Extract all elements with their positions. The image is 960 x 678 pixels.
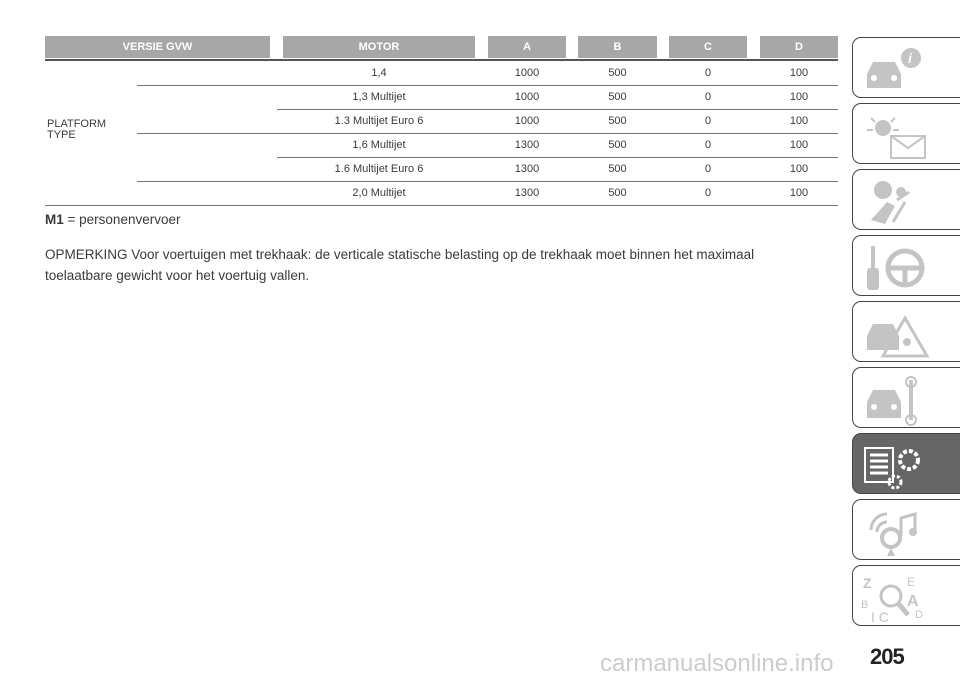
key-steering-wheel-icon [867, 246, 925, 290]
cell-c: 0 [704, 187, 712, 199]
airbag-seat-icon [871, 181, 910, 224]
cell-a: 1000 [514, 67, 540, 79]
cell-d: 100 [789, 163, 809, 175]
index-search-icon: Z E B A I C D [861, 575, 923, 624]
cell-motor: 1.6 Multijet Euro 6 [334, 163, 424, 175]
cell-c: 0 [704, 139, 712, 151]
header-d: D [760, 36, 838, 58]
sidebar-tab-specs-gears[interactable] [852, 433, 960, 494]
cell-b: 500 [608, 187, 627, 199]
header-versie-gvw: VERSIE GVW [45, 36, 270, 58]
cell-d: 100 [789, 67, 809, 79]
header-motor: MOTOR [283, 36, 475, 58]
cell-motor: 1,6 Multijet [352, 139, 406, 151]
header-c: C [669, 36, 747, 58]
svg-text:I C: I C [871, 609, 889, 624]
header-a: A [488, 36, 566, 58]
cell-c: 0 [704, 67, 712, 79]
sidebar-tab-warning-light-message[interactable] [852, 103, 960, 164]
sidebar-tab-key-steering-wheel[interactable] [852, 235, 960, 296]
row-divider [137, 181, 838, 182]
cell-b: 500 [608, 139, 627, 151]
sidebar-tab-car-info[interactable]: i [852, 37, 960, 98]
legend-definition: = personenvervoer [67, 212, 181, 227]
legend-line: M1 = personenvervoer [45, 212, 180, 227]
row-divider [277, 157, 838, 158]
row-divider [137, 133, 838, 134]
cell-motor: 1.3 Multijet Euro 6 [334, 115, 424, 127]
page-number: 205 [870, 644, 905, 669]
header-b: B [578, 36, 657, 58]
cell-a: 1000 [514, 91, 540, 103]
cell-c: 0 [704, 91, 712, 103]
legend-term: M1 [45, 212, 64, 227]
sidebar-tab-multimedia[interactable] [852, 499, 960, 560]
cell-motor: 1,4 [371, 67, 387, 79]
svg-text:i: i [908, 50, 913, 66]
watermark: carmanualsonline.info [600, 650, 834, 677]
svg-text:E: E [907, 575, 915, 589]
cell-d: 100 [789, 139, 809, 151]
cell-motor: 1,3 Multijet [352, 91, 406, 103]
cell-c: 0 [704, 115, 712, 127]
sidebar-tab-index-search[interactable]: Z E B A I C D [852, 565, 960, 626]
svg-text:D: D [915, 609, 923, 621]
cell-a: 1000 [514, 115, 540, 127]
cell-b: 500 [608, 163, 627, 175]
note-text: OPMERKING Voor voertuigen met trekhaak: … [45, 247, 755, 283]
sidebar-tab-car-wrench[interactable] [852, 367, 960, 428]
cell-b: 500 [608, 67, 627, 79]
sidebar-tab-car-warning-triangle[interactable] [852, 301, 960, 362]
row-divider [137, 85, 838, 86]
group-label: PLATFORM TYPE [47, 118, 107, 141]
svg-text:B: B [861, 599, 868, 611]
cell-c: 0 [704, 163, 712, 175]
svg-text:A: A [907, 593, 919, 610]
row-divider [277, 109, 838, 110]
header-divider [45, 59, 838, 61]
cell-a: 1300 [514, 163, 540, 175]
cell-d: 100 [789, 115, 809, 127]
car-warning-triangle-icon [867, 315, 930, 358]
multimedia-icon [869, 512, 917, 556]
cell-b: 500 [608, 91, 627, 103]
car-info-icon: i [867, 48, 921, 88]
car-wrench-icon [867, 376, 917, 426]
cell-a: 1300 [514, 139, 540, 151]
specs-gears-icon [864, 447, 920, 490]
cell-d: 100 [789, 187, 809, 199]
svg-text:Z: Z [863, 575, 872, 591]
cell-d: 100 [789, 91, 809, 103]
warning-light-message-icon [867, 117, 926, 159]
cell-a: 1300 [514, 187, 540, 199]
cell-motor: 2,0 Multijet [352, 187, 406, 199]
sidebar-tab-airbag-seat[interactable] [852, 169, 960, 230]
cell-b: 500 [608, 115, 627, 127]
table-bottom-line [45, 205, 838, 206]
